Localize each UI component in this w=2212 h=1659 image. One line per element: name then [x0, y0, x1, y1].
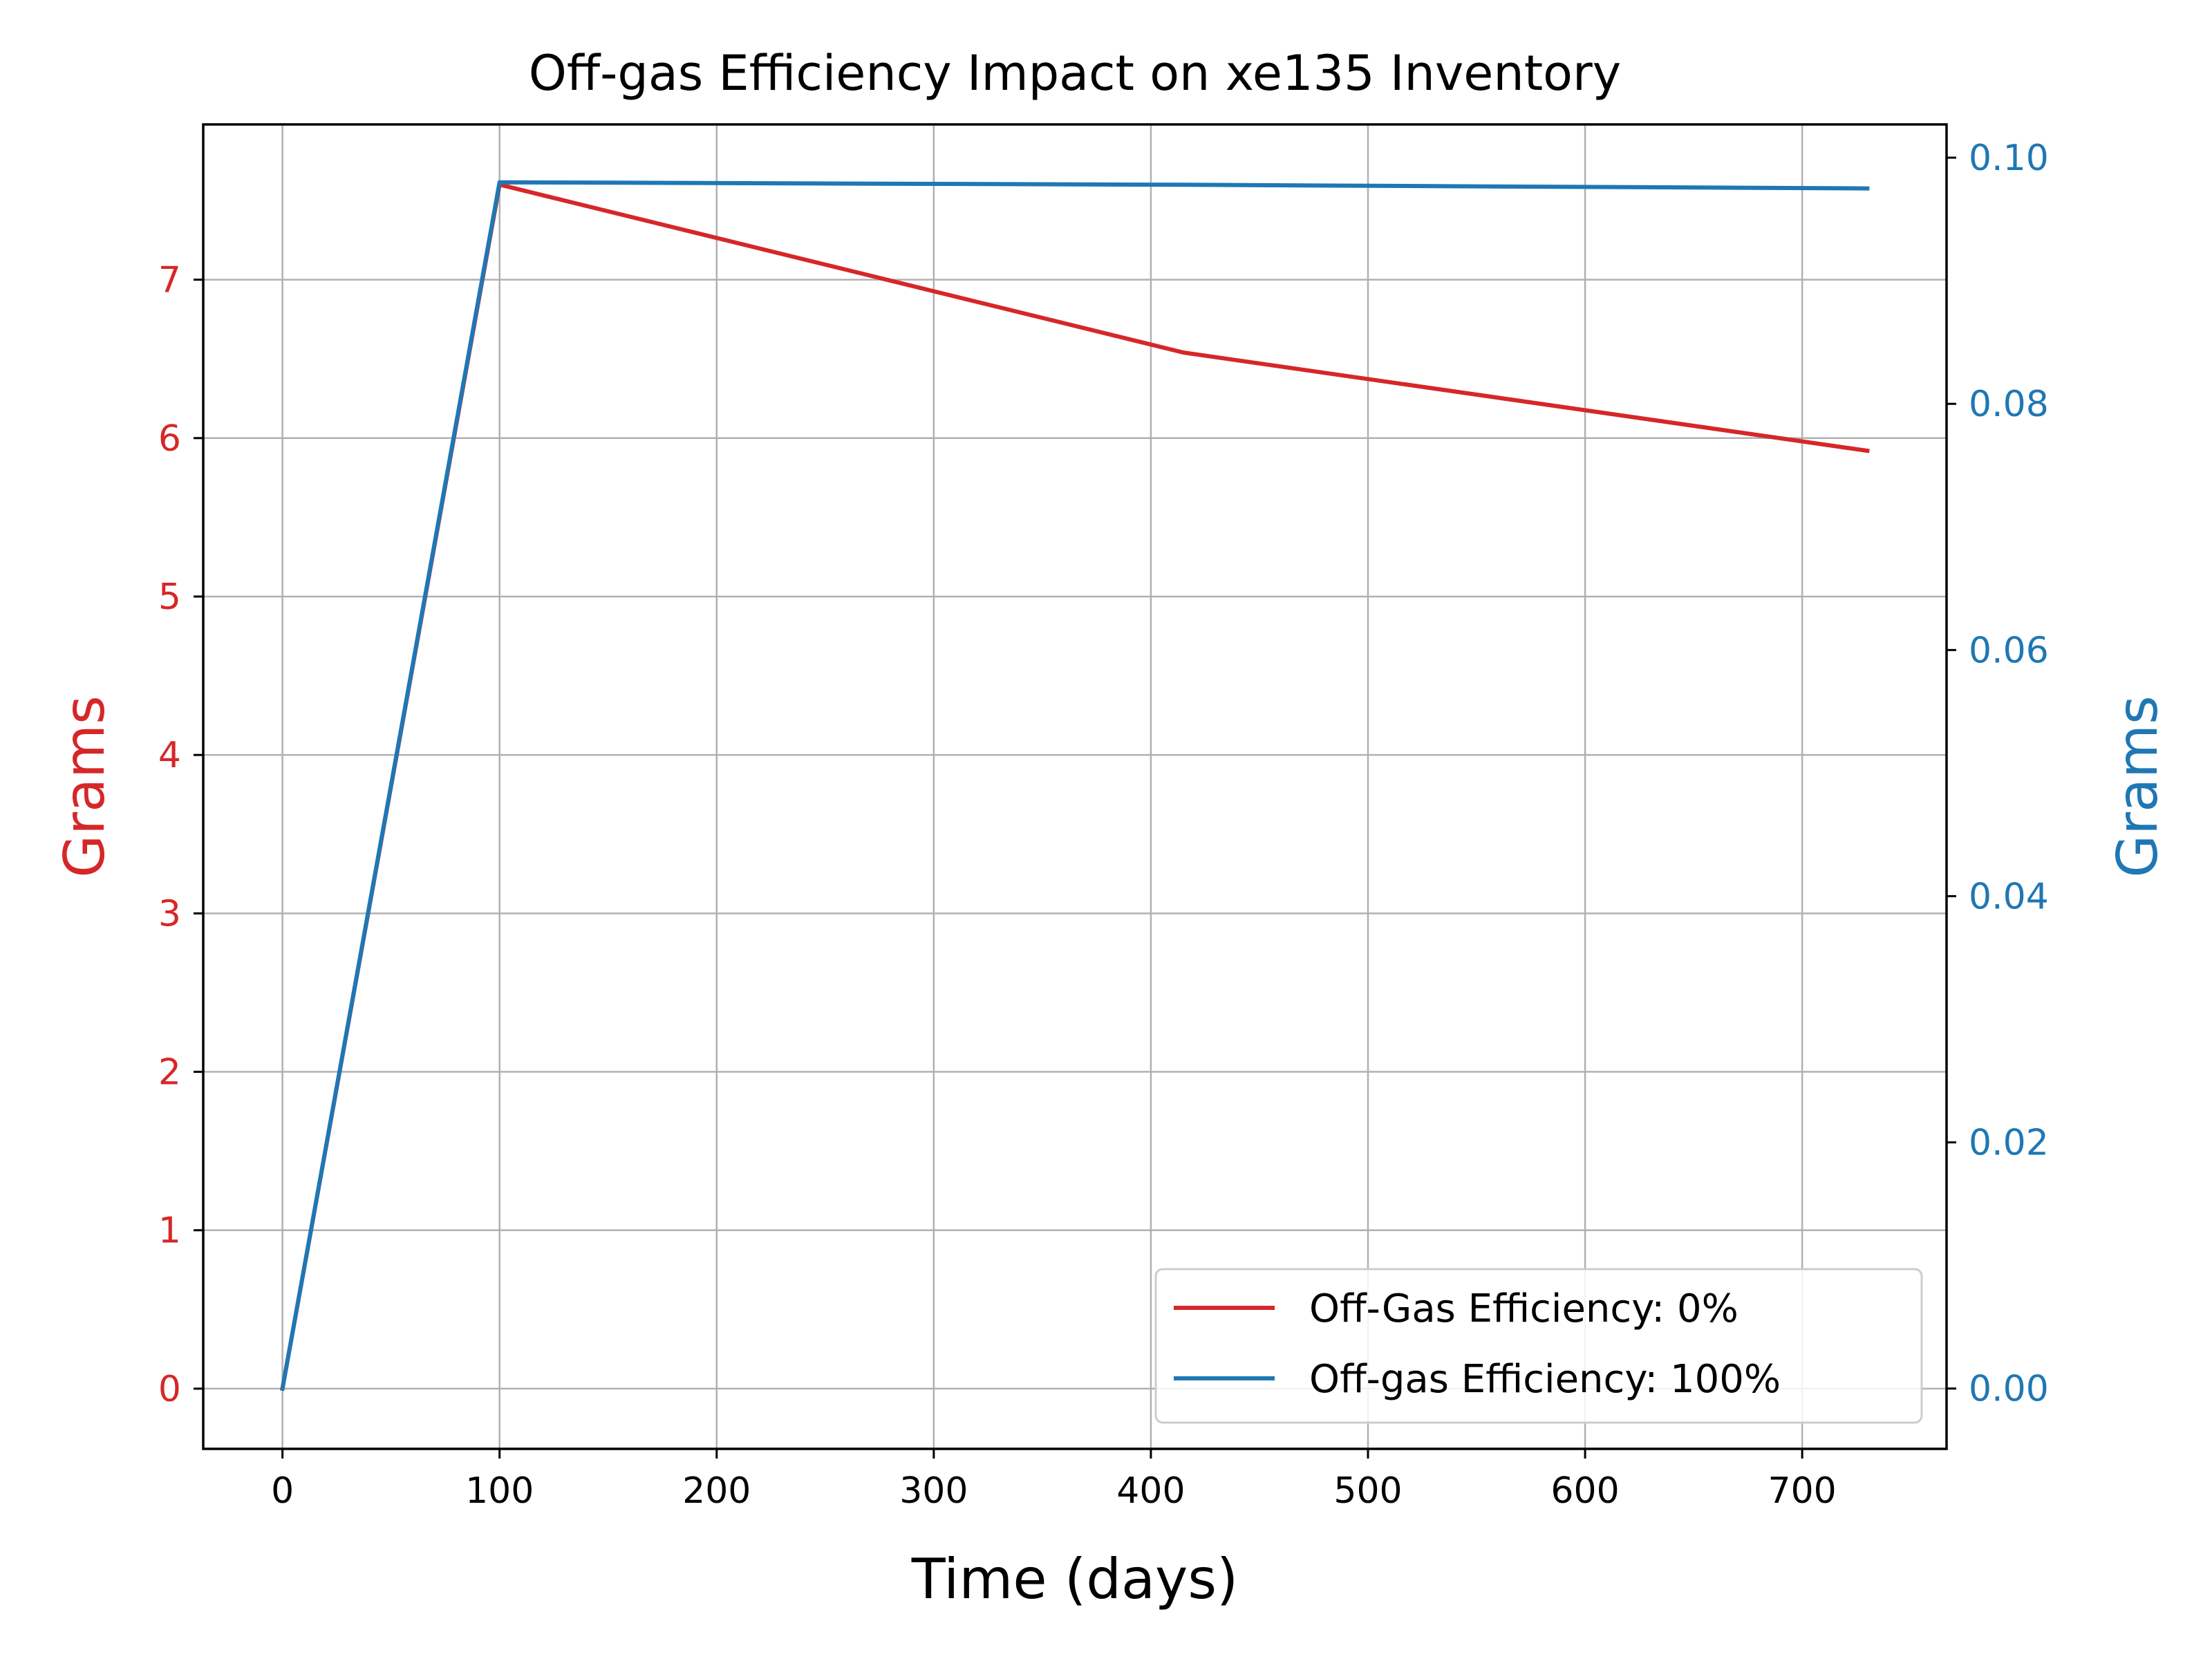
- left-y-tick-label: 4: [158, 735, 181, 776]
- left-y-tick-label: 1: [158, 1210, 181, 1252]
- series-line-1: [280, 180, 1870, 1391]
- right-y-axis-ticks: 0.00 0.02 0.04 0.06 0.08 0.10: [1947, 138, 2049, 1410]
- left-y-tick-label: 6: [158, 418, 181, 460]
- legend-label-1: Off-gas Efficiency: 100%: [1309, 1357, 1781, 1402]
- x-tick-label: 600: [1550, 1470, 1619, 1512]
- x-tick-label: 100: [465, 1470, 534, 1512]
- x-tick-label: 700: [1768, 1470, 1837, 1512]
- right-y-tick-label: 0.00: [1969, 1369, 2049, 1410]
- x-axis-ticks: 0 100 200 300 400 500 600 700: [271, 1449, 1837, 1512]
- x-tick-label: 400: [1116, 1470, 1185, 1512]
- right-y-tick-label: 0.04: [1969, 876, 2049, 917]
- x-axis-title: Time (days): [911, 1547, 1238, 1611]
- right-y-tick-label: 0.08: [1969, 384, 2049, 425]
- left-y-tick-label: 5: [158, 577, 181, 618]
- x-tick-label: 300: [899, 1470, 968, 1512]
- series-layer: [280, 180, 1870, 1391]
- right-y-tick-label: 0.10: [1969, 138, 2049, 179]
- chart-title: Off-gas Efficiency Impact on xe135 Inven…: [529, 45, 1621, 102]
- left-y-tick-label: 2: [158, 1052, 181, 1094]
- x-tick-label: 200: [682, 1470, 751, 1512]
- right-y-axis-title: Grams: [2106, 695, 2170, 878]
- legend-label-0: Off-Gas Efficiency: 0%: [1309, 1286, 1738, 1331]
- grid: [203, 124, 1947, 1449]
- left-y-tick-label: 3: [158, 893, 181, 935]
- right-y-tick-label: 0.06: [1969, 630, 2049, 671]
- x-tick-label: 0: [271, 1470, 294, 1512]
- left-y-tick-label: 0: [158, 1369, 181, 1410]
- plot-frame: [202, 123, 1948, 1450]
- right-y-tick-label: 0.02: [1969, 1123, 2049, 1164]
- legend-box: [1154, 1268, 1923, 1424]
- left-y-axis-title: Grams: [53, 695, 117, 878]
- left-y-tick-label: 7: [158, 260, 181, 301]
- left-y-axis-ticks: 0 1 2 3 4 5 6 7: [158, 260, 203, 1410]
- x-tick-label: 500: [1333, 1470, 1402, 1512]
- legend: Off-Gas Efficiency: 0% Off-gas Efficienc…: [1154, 1268, 1923, 1424]
